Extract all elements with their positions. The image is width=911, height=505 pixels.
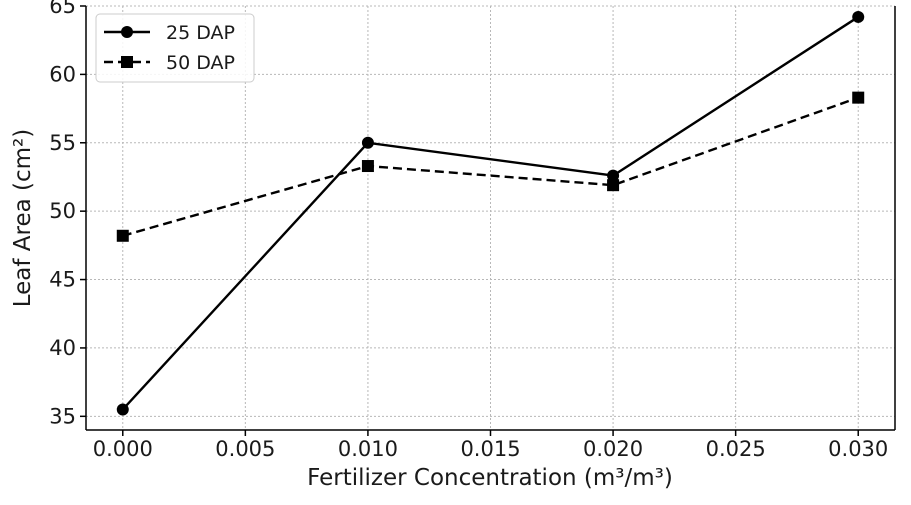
y-tick-label: 55 xyxy=(49,131,76,155)
y-tick-label: 60 xyxy=(49,62,76,86)
series-layer xyxy=(116,10,865,416)
data-point xyxy=(852,91,865,104)
y-tick-label: 50 xyxy=(49,199,76,223)
x-tick-label: 0.025 xyxy=(706,437,766,461)
x-tick-label: 0.030 xyxy=(828,437,888,461)
series-50-dap xyxy=(116,91,865,242)
y-tick-label: 65 xyxy=(49,0,76,18)
y-tick-label: 35 xyxy=(49,404,76,428)
legend-label: 50 DAP xyxy=(166,52,235,74)
data-point xyxy=(607,179,620,192)
data-point xyxy=(607,169,620,182)
legend-entry: 50 DAP xyxy=(104,52,235,74)
legend-entry: 25 DAP xyxy=(104,22,235,44)
data-point xyxy=(361,160,374,173)
x-axis-title: Fertilizer Concentration (m³/m³) xyxy=(307,465,673,491)
series-line xyxy=(122,96,859,237)
grid xyxy=(86,5,895,430)
data-point xyxy=(116,403,129,416)
data-point xyxy=(361,136,374,149)
x-tick-label: 0.010 xyxy=(338,437,398,461)
x-tick-label: 0.000 xyxy=(93,437,153,461)
legend: 25 DAP 50 DAP xyxy=(95,13,255,83)
x-tick-label: 0.020 xyxy=(583,437,643,461)
series-line xyxy=(121,15,859,411)
legend-marker xyxy=(121,56,133,68)
data-point xyxy=(116,229,129,242)
y-tick-label: 40 xyxy=(49,336,76,360)
x-tick-label: 0.005 xyxy=(215,437,275,461)
legend-label: 25 DAP xyxy=(166,22,235,44)
legend-marker xyxy=(121,26,133,38)
series-25-dap xyxy=(116,10,865,416)
axes: 0.000 0.005 0.010 0.015 0.020 0.025 0.030 35 40 4… xyxy=(49,0,896,461)
data-point xyxy=(852,10,865,23)
y-tick-label: 45 xyxy=(49,268,76,292)
x-tick-label: 0.015 xyxy=(460,437,520,461)
y-axis-title: Leaf Area (cm²) xyxy=(10,129,36,308)
